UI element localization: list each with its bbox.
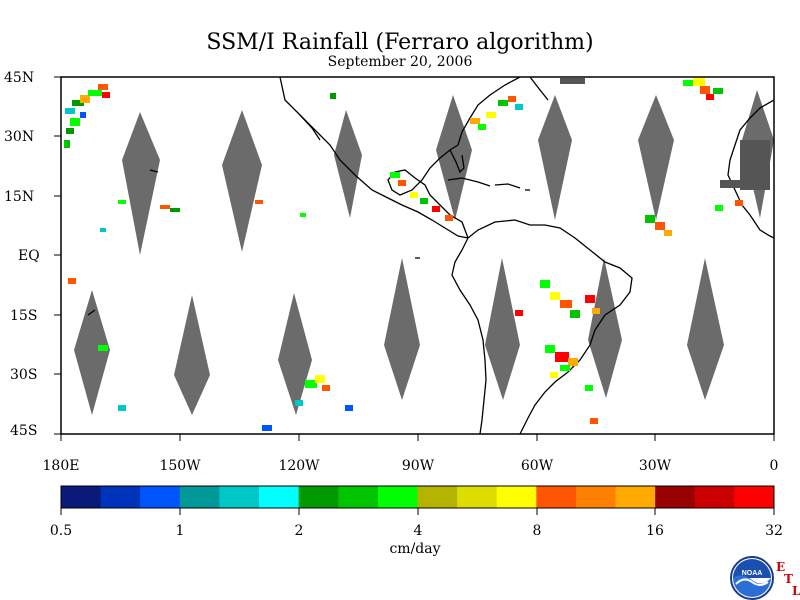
lon-label-30w: 30W (638, 458, 672, 474)
lon-label-180e: 180E (42, 458, 80, 474)
lat-label-45n: 45N (4, 70, 35, 86)
coastlines (87, 77, 774, 434)
colorbar-units: cm/day (389, 541, 441, 557)
noaa-logo: NOAA (730, 556, 774, 600)
noaa-logo-text: NOAA (742, 570, 763, 577)
colorbar-swatch (734, 486, 775, 508)
colorbar-swatch (259, 486, 300, 508)
colorbar-swatch (298, 486, 339, 508)
colorbar-label-8: 8 (532, 523, 542, 539)
colorbar-swatch (536, 486, 577, 508)
colorbar-label-4: 4 (413, 523, 423, 539)
lat-label-45s: 45S (10, 423, 38, 439)
colorbar-label-0-5: 0.5 (49, 523, 73, 539)
colorbar-swatch (655, 486, 696, 508)
lon-label-150w: 150W (159, 458, 201, 474)
colorbar-label-16: 16 (646, 523, 664, 539)
lat-label-15n: 15N (4, 189, 35, 205)
rain-clusters (64, 78, 743, 431)
etl-letter-t: T (784, 572, 793, 586)
colorbar-swatch (575, 486, 617, 508)
colorbar-swatch (457, 486, 498, 508)
colorbar-swatch (377, 486, 418, 508)
map-subtitle: September 20, 2006 (327, 54, 473, 70)
lat-label-30s: 30S (10, 367, 38, 383)
axis-ticks (54, 76, 775, 441)
colorbar-swatch (615, 486, 656, 508)
lon-label-0: 0 (769, 458, 779, 474)
land-patches (560, 78, 770, 190)
colorbar-label-1: 1 (175, 523, 185, 539)
colorbar-label-32: 32 (765, 523, 783, 539)
lon-label-90w: 90W (401, 458, 435, 474)
colorbar-swatch (219, 486, 260, 508)
colorbar-swatch (61, 486, 102, 508)
lat-label-eq: EQ (18, 248, 40, 264)
colorbar-label-2: 2 (294, 523, 304, 539)
colorbar-swatch (100, 486, 141, 508)
map-title: SSM/I Rainfall (Ferraro algorithm) (206, 30, 594, 55)
etl-letter-e: E (776, 560, 786, 574)
lat-label-30n: 30N (4, 129, 35, 145)
colorbar (61, 486, 775, 508)
lon-label-60w: 60W (520, 458, 554, 474)
lat-label-15s: 15S (10, 308, 38, 324)
missing-data-swaths (74, 90, 774, 415)
colorbar-swatch (694, 486, 735, 508)
colorbar-ticks (60, 508, 775, 515)
colorbar-swatch (496, 486, 537, 508)
colorbar-swatch (417, 486, 458, 508)
lon-label-120w: 120W (278, 458, 320, 474)
colorbar-swatch (179, 486, 220, 508)
colorbar-swatch (140, 486, 181, 508)
etl-letter-l: L (792, 584, 800, 598)
colorbar-swatch (338, 486, 379, 508)
